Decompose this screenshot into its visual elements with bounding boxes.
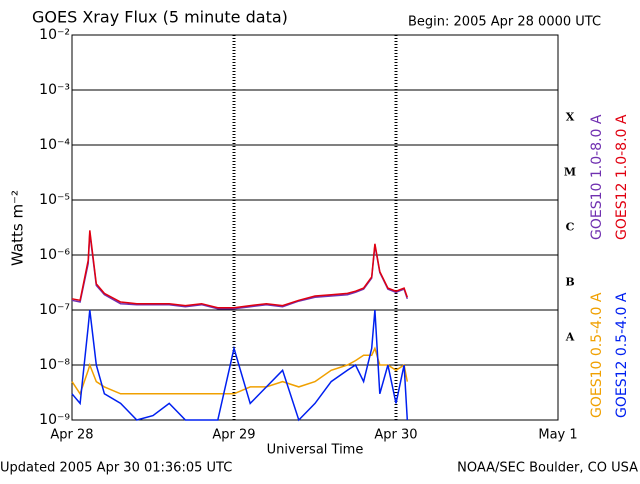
legend-entry: GOES10 1.0-8.0 A [589, 114, 605, 240]
x-axis-label: Universal Time [267, 443, 364, 458]
flare-class-label: X [566, 111, 575, 124]
x-tick-label: Apr 30 [374, 428, 417, 443]
legend-entry: GOES10 0.5-4.0 A [589, 292, 605, 418]
y-tick-label: 10⁻⁶ [39, 247, 70, 263]
y-tick-label: 10⁻⁹ [39, 412, 70, 428]
x-tick-label: Apr 28 [50, 428, 93, 443]
flare-class-label: A [565, 331, 575, 344]
y-axis-label: Watts m⁻² [9, 190, 27, 266]
x-tick-label: May 1 [538, 428, 577, 443]
x-tick-label: Apr 29 [212, 428, 255, 443]
y-tick-label: 10⁻⁸ [39, 357, 70, 373]
y-tick-label: 10⁻⁴ [39, 137, 70, 153]
y-tick-label: 10⁻³ [39, 82, 70, 98]
y-tick-label: 10⁻² [39, 27, 70, 43]
flare-class-label: M [564, 166, 576, 179]
series-line [71, 346, 409, 396]
footer-left: Updated 2005 Apr 30 01:36:05 UTC [0, 461, 232, 476]
series-line [71, 233, 409, 310]
plot-frame [71, 34, 559, 421]
series-line [71, 230, 409, 309]
flare-class-label: B [565, 276, 574, 289]
y-tick-label: 10⁻⁷ [39, 302, 70, 318]
chart-subtitle: Begin: 2005 Apr 28 0000 UTC [408, 15, 601, 30]
legend-entry: GOES12 1.0-8.0 A [614, 114, 630, 240]
y-tick-label: 10⁻⁵ [39, 192, 70, 208]
legend-entry: GOES12 0.5-4.0 A [614, 292, 630, 418]
chart-title: GOES Xray Flux (5 minute data) [32, 8, 288, 27]
footer-right: NOAA/SEC Boulder, CO USA [457, 461, 638, 476]
series-line [71, 309, 409, 422]
flare-class-label: C [566, 221, 575, 234]
